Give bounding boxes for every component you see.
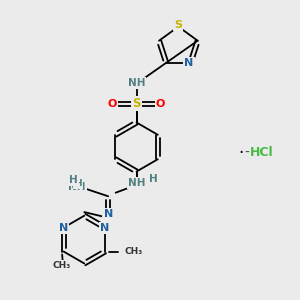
Text: NH: NH (128, 78, 145, 88)
Text: S: S (132, 97, 141, 110)
Text: N: N (103, 209, 113, 219)
Text: CH₃: CH₃ (124, 247, 143, 256)
Text: NH: NH (128, 178, 145, 188)
Text: H: H (148, 174, 158, 184)
Text: H: H (70, 175, 78, 185)
Text: CH₃: CH₃ (52, 261, 70, 270)
Text: -: - (244, 146, 250, 160)
Text: ·: · (238, 144, 244, 162)
Text: N: N (184, 58, 194, 68)
Text: HCl: HCl (250, 146, 274, 160)
Text: NH: NH (68, 182, 86, 192)
Text: O: O (156, 99, 165, 109)
Text: H: H (74, 179, 82, 188)
Text: O: O (108, 99, 117, 109)
Text: N: N (59, 223, 68, 232)
Text: N: N (100, 223, 109, 232)
Text: S: S (174, 20, 182, 30)
